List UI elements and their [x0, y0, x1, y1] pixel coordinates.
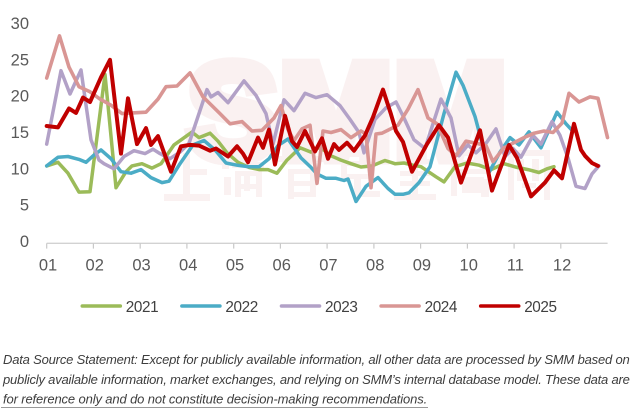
svg-text:2021: 2021: [126, 299, 158, 316]
svg-text:12: 12: [553, 257, 571, 275]
svg-text:2025: 2025: [524, 299, 556, 316]
svg-text:10: 10: [460, 257, 478, 275]
svg-text:5: 5: [20, 197, 29, 215]
svg-text:10: 10: [11, 160, 29, 178]
svg-text:25: 25: [11, 51, 29, 69]
svg-text:Data Source Statement: Except: Data Source Statement: Except for public…: [3, 352, 630, 367]
svg-text:07: 07: [319, 257, 337, 275]
svg-text:05: 05: [226, 257, 244, 275]
svg-text:2024: 2024: [425, 299, 458, 316]
svg-text:15: 15: [11, 124, 29, 142]
svg-text:08: 08: [366, 257, 384, 275]
svg-text:30: 30: [11, 15, 29, 33]
svg-text:03: 03: [132, 257, 150, 275]
svg-text:01: 01: [39, 257, 57, 275]
svg-text:2023: 2023: [325, 299, 357, 316]
svg-text:04: 04: [179, 257, 197, 275]
svg-text:0: 0: [20, 233, 29, 251]
svg-text:20: 20: [11, 88, 29, 106]
svg-text:06: 06: [273, 257, 291, 275]
svg-text:09: 09: [413, 257, 431, 275]
svg-text:for reference only and do not: for reference only and do not constitute…: [3, 392, 427, 407]
svg-text:02: 02: [86, 257, 104, 275]
svg-text:publicly available information: publicly available information, market e…: [2, 372, 630, 387]
svg-text:2022: 2022: [225, 299, 257, 316]
svg-text:11: 11: [507, 257, 524, 275]
